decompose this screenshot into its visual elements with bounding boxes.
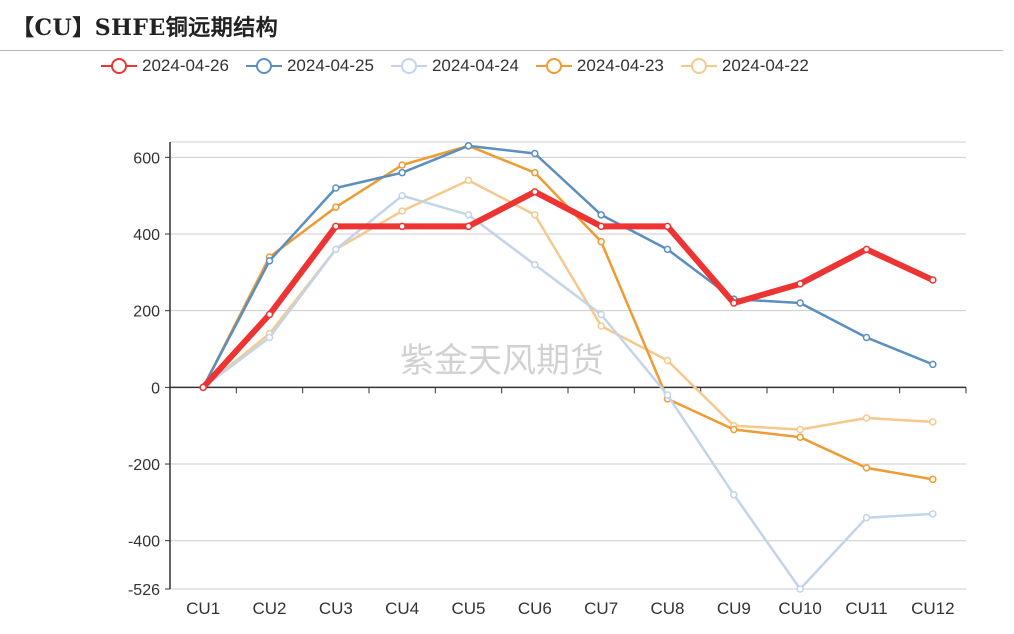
data-point[interactable]	[929, 418, 937, 426]
data-point[interactable]	[796, 433, 804, 441]
y-tick-label: 600	[133, 150, 160, 167]
data-point[interactable]	[862, 245, 871, 254]
y-tick-label: -526	[128, 582, 160, 599]
data-point[interactable]	[597, 211, 605, 219]
legend-item-2024-04-22[interactable]: 2024-04-22	[680, 56, 809, 76]
data-point[interactable]	[862, 414, 871, 422]
data-point[interactable]	[531, 211, 539, 219]
data-point[interactable]	[464, 176, 473, 185]
data-point[interactable]	[531, 168, 539, 177]
y-tick-label: -400	[128, 534, 160, 551]
data-point[interactable]	[398, 161, 406, 169]
data-point[interactable]	[862, 513, 871, 522]
data-point[interactable]	[730, 425, 738, 434]
legend-swatch-icon	[245, 58, 282, 74]
data-point[interactable]	[398, 207, 406, 215]
x-tick-label: CU8	[650, 599, 684, 618]
legend-swatch-icon	[101, 58, 137, 74]
data-point[interactable]	[663, 356, 672, 365]
series-line-2024-04-26	[200, 188, 936, 391]
data-point[interactable]	[663, 391, 672, 399]
legend-label: 2024-04-24	[431, 56, 519, 75]
x-tick-label: CU2	[252, 599, 286, 618]
x-tick-label: CU3	[319, 599, 353, 618]
data-point[interactable]	[531, 149, 539, 158]
data-point[interactable]	[730, 299, 738, 307]
x-tick-label: CU4	[385, 599, 419, 618]
chart-title: 【CU】SHFE铜远期结构	[12, 15, 279, 41]
data-point[interactable]	[862, 333, 871, 342]
data-point[interactable]	[464, 222, 473, 231]
data-point[interactable]	[332, 203, 340, 211]
watermark: 紫金天风期货	[400, 341, 604, 381]
data-point[interactable]	[796, 280, 804, 288]
data-point[interactable]	[663, 222, 672, 231]
data-point[interactable]	[265, 310, 274, 319]
legend-label: 2024-04-22	[721, 56, 809, 75]
data-point[interactable]	[199, 383, 207, 392]
data-point[interactable]	[929, 475, 937, 484]
data-point[interactable]	[398, 222, 406, 231]
legend-swatch-icon	[535, 58, 572, 74]
data-point[interactable]	[265, 257, 274, 265]
data-point[interactable]	[531, 188, 539, 196]
data-point[interactable]	[929, 360, 937, 369]
data-point[interactable]	[398, 191, 406, 200]
data-point[interactable]	[332, 222, 340, 231]
data-point[interactable]	[531, 260, 539, 269]
data-point[interactable]	[398, 168, 406, 177]
data-point[interactable]	[332, 184, 340, 192]
data-point[interactable]	[464, 211, 473, 219]
data-point[interactable]	[929, 276, 937, 284]
data-point[interactable]	[730, 490, 738, 499]
data-point[interactable]	[796, 299, 804, 307]
data-point[interactable]	[265, 333, 274, 342]
legend-label: 2024-04-25	[286, 56, 374, 75]
data-point[interactable]	[663, 245, 672, 254]
data-point[interactable]	[862, 464, 871, 472]
data-point[interactable]	[464, 142, 473, 150]
x-tick-label: CU7	[584, 599, 618, 618]
data-point[interactable]	[597, 237, 605, 246]
legend-label: 2024-04-26	[142, 56, 229, 75]
x-tick-label: CU1	[186, 599, 220, 618]
x-tick-label: CU12	[911, 599, 954, 618]
legend-label: 2024-04-23	[576, 56, 664, 75]
x-tick-label: CU6	[518, 599, 552, 618]
series-line-2024-04-23	[201, 144, 935, 481]
legend-item-2024-04-23[interactable]: 2024-04-23	[535, 56, 664, 76]
title-divider	[0, 50, 1003, 51]
data-point[interactable]	[332, 245, 340, 254]
legend-swatch-icon	[390, 58, 427, 74]
series-line-2024-04-25	[201, 144, 935, 389]
y-tick-label: 400	[133, 227, 160, 244]
legend-item-2024-04-26[interactable]: 2024-04-26	[100, 56, 229, 76]
legend-item-2024-04-24[interactable]: 2024-04-24	[390, 56, 519, 76]
y-tick-label: -200	[128, 457, 160, 474]
data-point[interactable]	[796, 585, 804, 593]
legend-swatch-icon	[680, 58, 717, 74]
data-point[interactable]	[597, 322, 605, 330]
x-tick-label: CU9	[717, 599, 751, 618]
data-point[interactable]	[597, 310, 605, 319]
x-tick-label: CU11	[845, 599, 887, 618]
x-tick-label: CU5	[451, 599, 485, 618]
data-point[interactable]	[597, 222, 605, 231]
y-tick-label: 0	[151, 380, 160, 397]
y-tick-label: 200	[133, 304, 160, 321]
series-line-2024-04-24	[201, 194, 935, 591]
data-point[interactable]	[796, 425, 804, 434]
legend: 2024-04-26 2024-04-25 2024-04-24 2024-04-23…	[100, 56, 809, 76]
data-point[interactable]	[929, 510, 937, 518]
legend-item-2024-04-25[interactable]: 2024-04-25	[245, 56, 374, 76]
x-tick-label: CU10	[778, 599, 821, 618]
